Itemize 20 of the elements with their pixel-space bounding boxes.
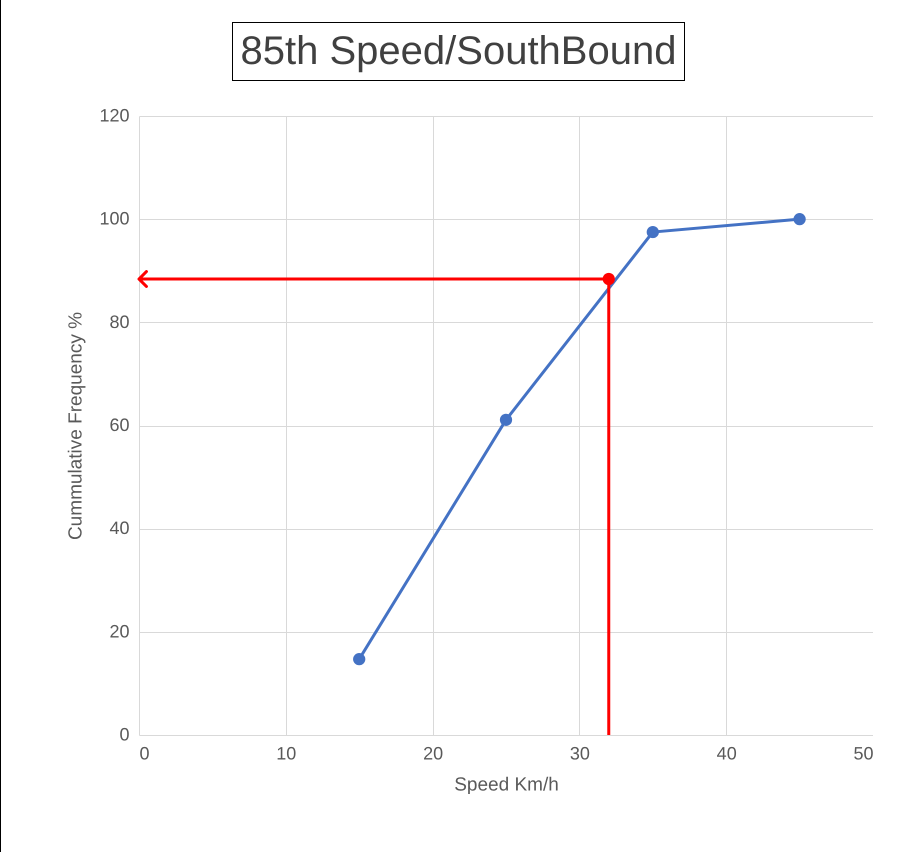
y-tick-label: 60: [109, 415, 130, 435]
y-axis-title: Cummulative Frequency %: [65, 312, 86, 540]
x-tick-label: 10: [276, 744, 296, 764]
point: [646, 226, 659, 238]
y-tick-label: 0: [119, 724, 130, 744]
y-tick-label: 120: [99, 106, 130, 126]
point: [602, 272, 615, 286]
chart-title: 85th Speed/SouthBound: [232, 22, 686, 81]
y-tick-label: 80: [109, 312, 130, 332]
y-tick-label: 40: [109, 518, 130, 538]
x-tick-label: 50: [853, 744, 874, 764]
point: [500, 414, 512, 426]
x-tick-label: 0: [140, 744, 150, 764]
point: [793, 213, 806, 226]
point: [353, 653, 366, 666]
x-tick-label: 20: [423, 744, 444, 764]
y-tick-label: 20: [109, 621, 130, 642]
y-tick-label: 100: [99, 208, 130, 229]
x-tick-label: 30: [570, 744, 590, 764]
x-tick-label: 40: [716, 744, 737, 764]
